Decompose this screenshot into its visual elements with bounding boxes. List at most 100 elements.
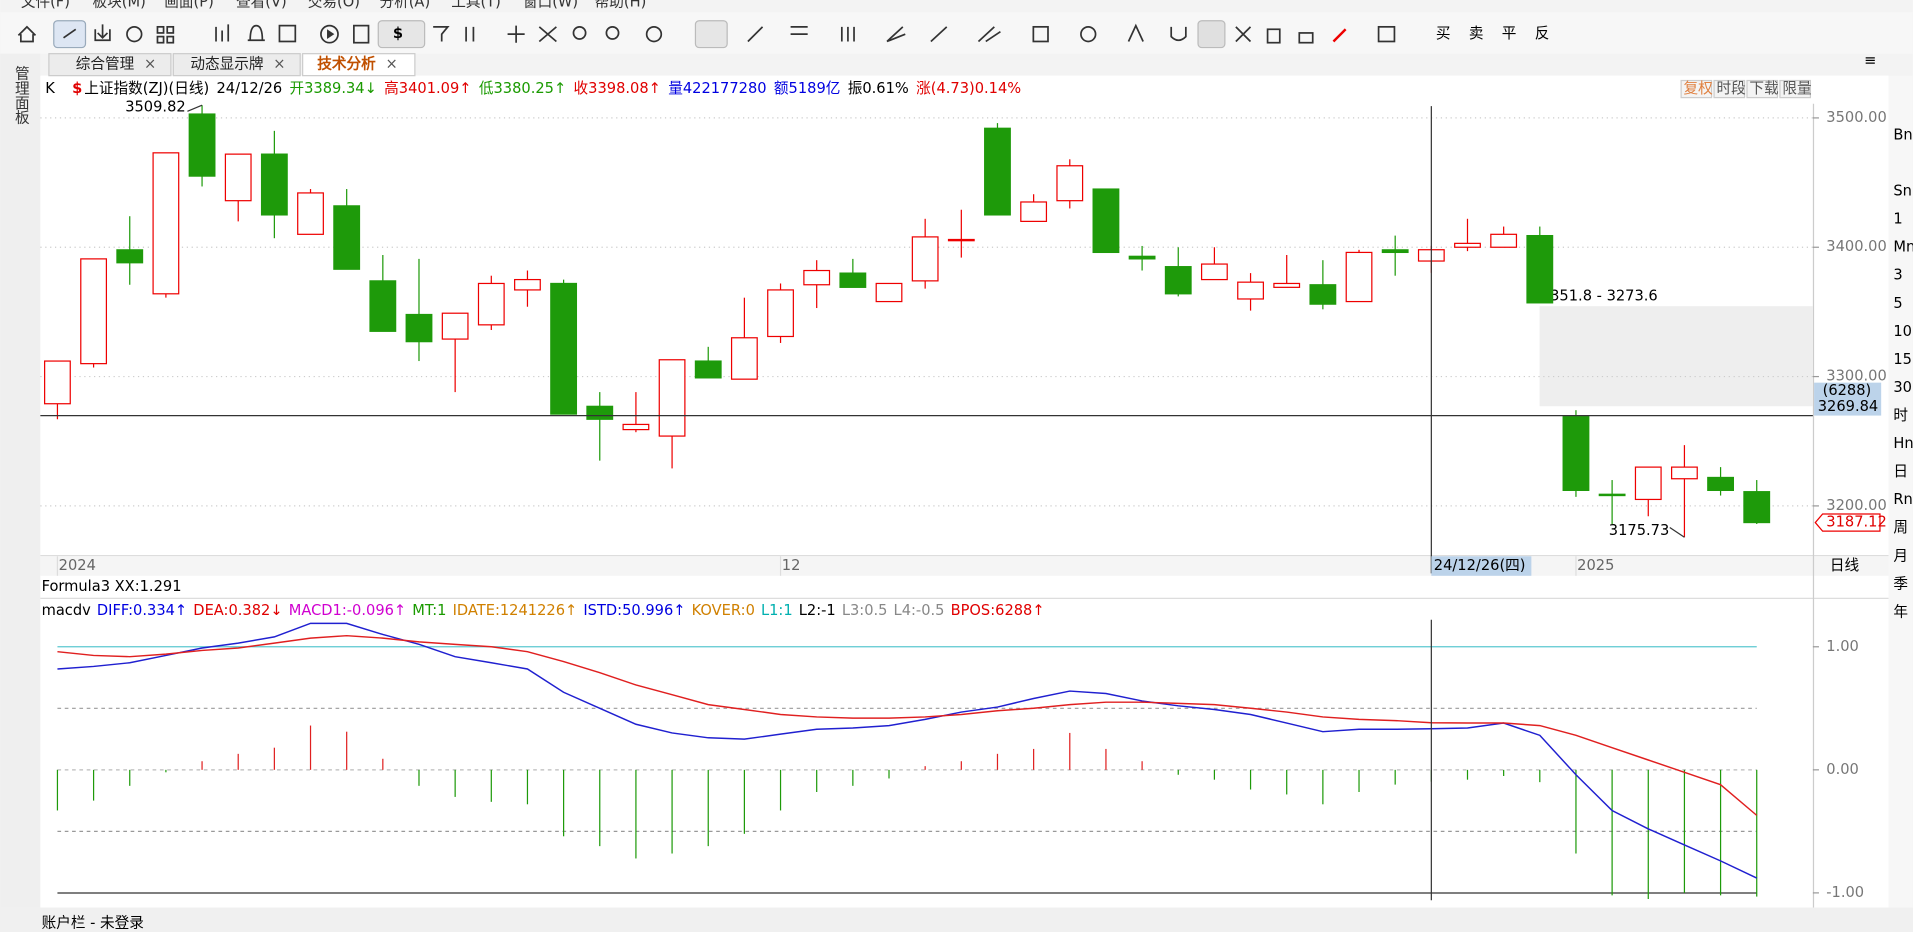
trade-button[interactable]: 卖 — [1469, 25, 1484, 42]
period-button-label[interactable]: 限量 — [1782, 80, 1811, 97]
candle-body — [1237, 281, 1264, 300]
period-button-label[interactable]: 下载 — [1749, 80, 1779, 97]
y-tick-label: 3200.00 — [1826, 497, 1886, 514]
menu-item[interactable]: 文件(F) — [21, 0, 70, 10]
quote-text: 上证指数(ZJ)(日线) — [84, 80, 209, 97]
x-tick-label: 12 — [782, 557, 801, 574]
indicator-header: DEA:0.382↓ — [193, 602, 282, 619]
candle-body — [1707, 476, 1734, 491]
candle-body — [767, 289, 794, 338]
candle-body — [441, 312, 469, 340]
trade-button[interactable]: 买 — [1436, 25, 1451, 42]
x-axis-band — [40, 556, 1889, 576]
period-button[interactable] — [1746, 79, 1779, 99]
candle-body — [803, 269, 831, 286]
menu-item[interactable]: 分析(A) — [379, 0, 430, 10]
tab-label[interactable]: 综合管理 — [76, 56, 135, 73]
indicator-header: IDATE:1241226↑ — [453, 602, 578, 619]
period-option[interactable]: 季 — [1893, 575, 1908, 592]
tab-close[interactable]: × — [273, 56, 285, 73]
crosshair-date: 24/12/26(四) — [1434, 557, 1526, 574]
quote-item: 振0.61% — [848, 80, 909, 97]
tab[interactable] — [48, 53, 172, 77]
high-label: 3509.82 — [125, 99, 185, 116]
indicator-header: MACD1:-0.096↑ — [289, 602, 406, 619]
candle-body — [911, 236, 939, 282]
period-button[interactable] — [1713, 79, 1746, 99]
period-label: 日线 — [1830, 557, 1860, 574]
menu-item[interactable]: 画面(P) — [164, 0, 213, 10]
code: K — [45, 80, 55, 97]
indicator-header: L4:-0.5 — [894, 602, 945, 619]
tab-close[interactable]: × — [386, 56, 398, 73]
menu-icon[interactable]: ≡ — [1864, 52, 1876, 69]
candle-body — [586, 405, 614, 420]
candle-body — [1598, 493, 1626, 497]
period-option[interactable]: 周 — [1893, 519, 1908, 536]
period-option[interactable]: 10 — [1893, 323, 1912, 340]
candle-body — [1634, 466, 1662, 501]
high-pointer — [187, 104, 203, 112]
period-button[interactable] — [1779, 79, 1812, 99]
candle-body — [658, 359, 686, 437]
candle-body — [984, 127, 1011, 216]
quote-text: 24/12/26 — [217, 80, 283, 97]
period-option[interactable]: Bn — [1893, 126, 1912, 143]
candle-body — [1273, 282, 1301, 288]
tab-label[interactable]: 技术分析 — [317, 55, 376, 73]
menu-item[interactable]: 帮助(H) — [595, 0, 647, 10]
period-button-label[interactable]: 时段 — [1716, 80, 1746, 97]
candle-body — [839, 272, 867, 288]
tab-label[interactable]: 动态显示牌 — [190, 56, 263, 73]
period-option[interactable]: 年 — [1893, 603, 1908, 620]
y-tick-label: 1.00 — [1826, 638, 1859, 655]
candle-body — [1128, 255, 1156, 260]
period-option[interactable]: 1 — [1893, 211, 1902, 228]
candle-body — [1056, 165, 1084, 202]
period-option[interactable]: 时 — [1893, 407, 1908, 424]
period-option[interactable]: Hn — [1893, 435, 1913, 452]
period-option[interactable]: 15 — [1893, 351, 1912, 368]
period-button-label[interactable]: 复权 — [1684, 79, 1714, 97]
menu-item[interactable]: 窗口(W) — [523, 0, 578, 10]
last-price: 3187.12 — [1826, 514, 1886, 531]
candle-body — [550, 282, 578, 415]
toolbar-icons[interactable]: $ — [17, 20, 1396, 49]
candle-body — [514, 278, 541, 291]
side-panel — [0, 53, 41, 908]
indicator-header: KOVER:0 — [692, 602, 755, 619]
period-option[interactable]: 5 — [1893, 295, 1902, 312]
candle-body — [260, 153, 288, 216]
quote-item: 高3401.09↑ — [384, 80, 471, 97]
candle-body — [1671, 466, 1698, 480]
range-box — [1539, 306, 1813, 407]
indicator-header: DIFF:0.334↑ — [97, 602, 187, 619]
menu-item[interactable]: 工具(T) — [451, 0, 501, 10]
candle-body — [1092, 188, 1120, 254]
menu-item[interactable]: 查看(V) — [236, 0, 287, 10]
period-option[interactable]: 日 — [1893, 463, 1908, 480]
period-option[interactable]: Rn — [1893, 491, 1912, 508]
trade-button[interactable]: 平 — [1502, 25, 1517, 42]
crosshair-price-box — [1814, 382, 1882, 416]
trade-button[interactable]: 反 — [1535, 25, 1550, 42]
toolbar — [0, 12, 1913, 54]
menu-item[interactable]: 板块(M) — [93, 0, 146, 10]
svg-text:$: $ — [393, 25, 403, 42]
tab-active[interactable] — [302, 53, 416, 77]
period-option[interactable]: Sn — [1893, 183, 1912, 200]
candle-body — [1454, 242, 1481, 248]
tab-close[interactable]: × — [144, 56, 156, 73]
indicator-header: L3:0.5 — [842, 602, 888, 619]
quote-item: 量422177280 — [668, 80, 766, 97]
menu-item[interactable]: 交易(O) — [308, 0, 360, 10]
tab[interactable] — [172, 53, 301, 77]
period-option[interactable]: 30 — [1893, 379, 1912, 396]
period-button[interactable] — [1680, 79, 1713, 99]
period-option[interactable]: 3 — [1893, 267, 1902, 284]
candle-body — [1381, 249, 1409, 254]
period-option[interactable]: 月 — [1893, 547, 1908, 564]
period-option[interactable]: Mn — [1893, 239, 1913, 256]
